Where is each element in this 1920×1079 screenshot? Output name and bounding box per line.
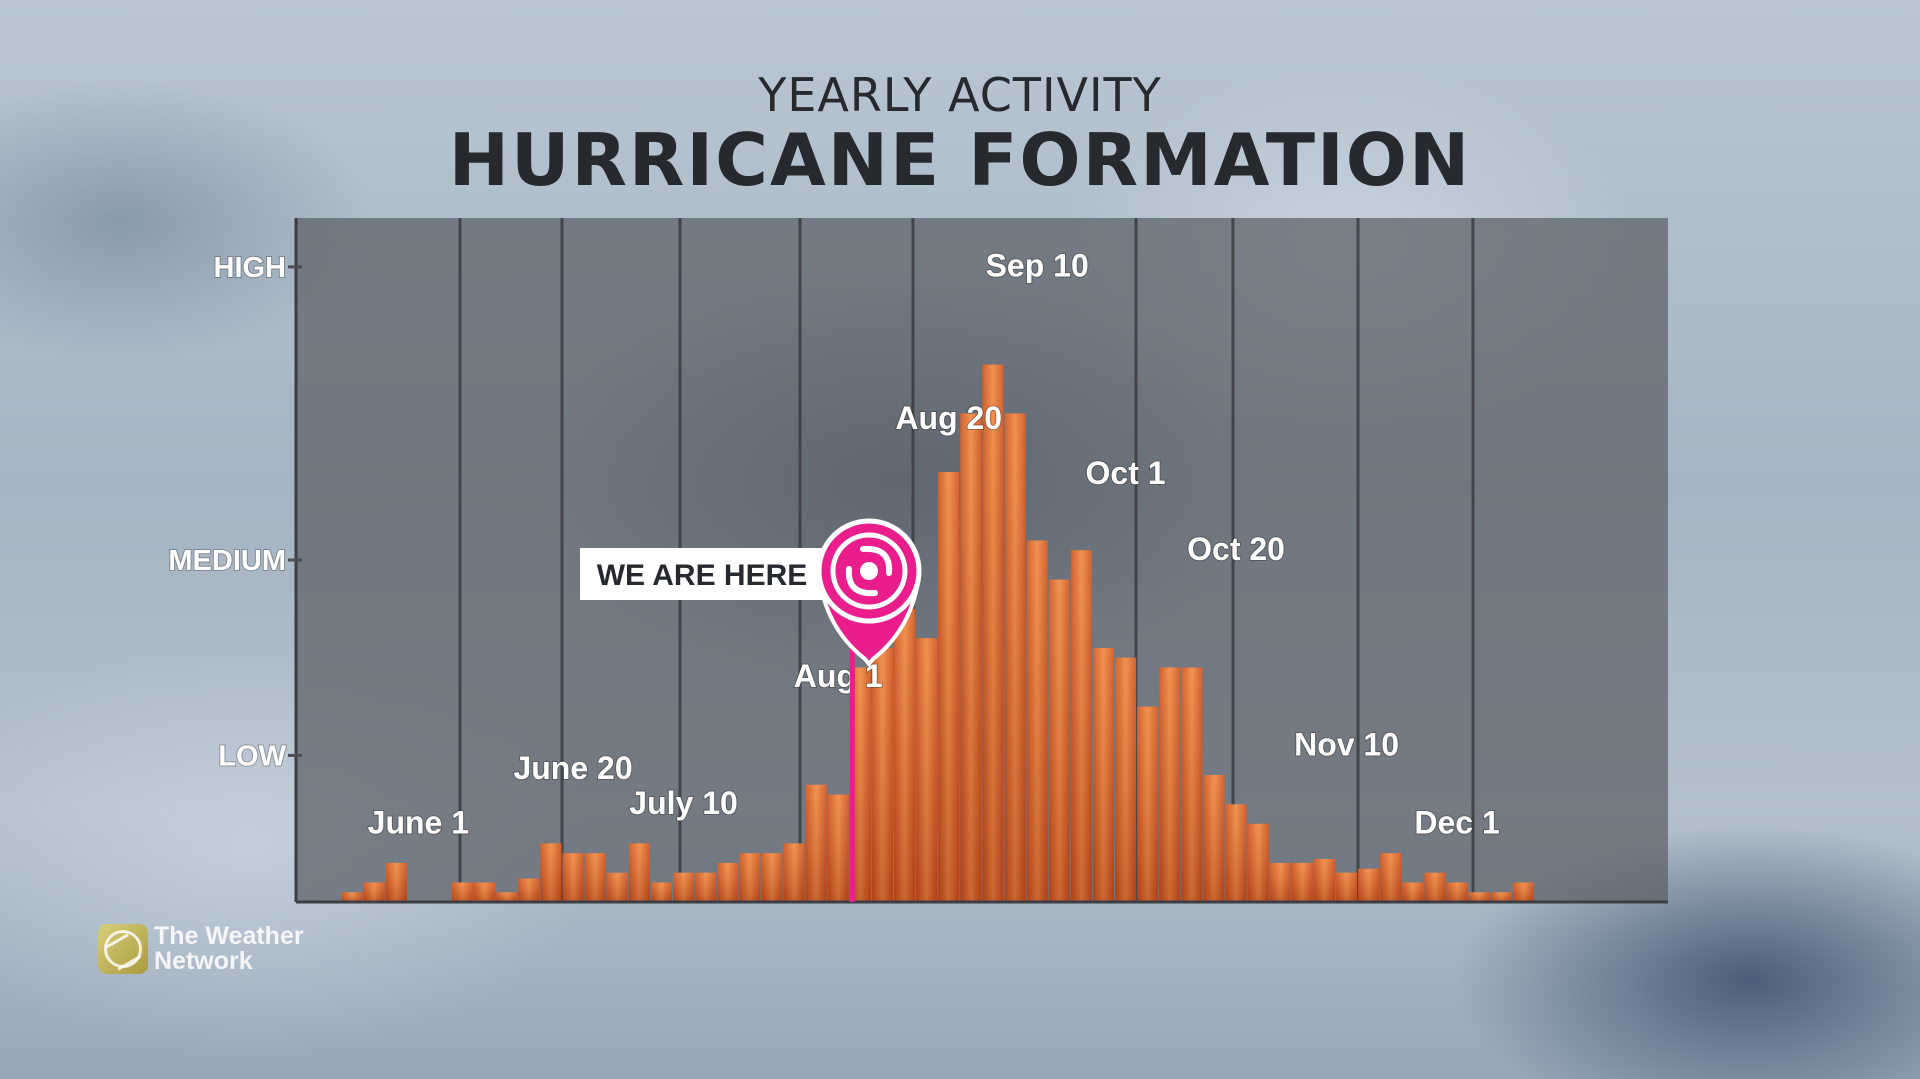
bars: [341, 364, 1534, 903]
date-label-1: June 20: [513, 750, 632, 786]
bar-shade-33: [1070, 550, 1092, 902]
bar-shade-27: [938, 472, 960, 902]
bar-shade-40: [1225, 804, 1247, 902]
bar-shade-34: [1092, 647, 1114, 902]
bar-shade-45: [1336, 872, 1358, 902]
bar-shade-13: [628, 843, 650, 902]
bar-shade-22: [827, 794, 849, 902]
y-tick-label-low: LOW: [218, 740, 286, 772]
bar-shade-37: [1159, 667, 1181, 902]
y-tick-label-medium: MEDIUM: [168, 545, 286, 577]
date-label-6: Oct 1: [1086, 455, 1166, 491]
axes: HIGH MEDIUM LOW: [167, 218, 1668, 904]
bar-shade-51: [1468, 892, 1490, 902]
hurricane-icon: [845, 545, 893, 597]
date-label-2: July 10: [629, 785, 738, 821]
bar-shade-48: [1402, 882, 1424, 902]
bar-shade-15: [673, 872, 695, 902]
bar-shade-7: [496, 892, 518, 902]
y-tick-label-high: HIGH: [214, 252, 287, 284]
logo-line2: Network: [154, 947, 253, 975]
bar-shade-21: [805, 784, 827, 902]
marker-label-box: [580, 548, 830, 600]
date-label-4: Aug 20: [895, 400, 1002, 436]
bar-shade-17: [717, 862, 739, 902]
bar-shade-20: [783, 843, 805, 902]
bar-shade-52: [1490, 892, 1512, 902]
bar-shade-16: [695, 872, 717, 902]
bar-shade-9: [540, 843, 562, 902]
bar-shade-19: [761, 853, 783, 902]
bar-shade-18: [739, 853, 761, 902]
date-label-9: Dec 1: [1414, 805, 1499, 841]
bar-shade-47: [1380, 853, 1402, 902]
plot-area: [296, 218, 1668, 902]
bar-shade-10: [562, 853, 584, 902]
bar-shade-2: [385, 862, 407, 902]
bar-shade-23: [849, 667, 871, 902]
date-label-0: June 1: [368, 805, 469, 841]
hurricane-eye: [860, 562, 878, 580]
we-are-here-marker: WE ARE HERE: [580, 518, 922, 902]
bar-shade-8: [518, 878, 540, 902]
bar-shade-53: [1512, 882, 1534, 902]
bar-shade-39: [1203, 774, 1225, 902]
date-label-7: Oct 20: [1187, 531, 1285, 567]
bar-shade-26: [916, 638, 938, 902]
bar-shade-43: [1291, 862, 1313, 902]
bar-shade-12: [606, 872, 628, 902]
date-label-5: Sep 10: [986, 248, 1089, 284]
bar-shade-46: [1358, 868, 1380, 902]
chart-title: HURRICANE FORMATION: [448, 118, 1472, 202]
bar-shade-41: [1247, 823, 1269, 902]
globe-icon: [98, 924, 148, 974]
weather-network-logo: The Weather Network: [98, 921, 328, 977]
bar-shade-42: [1269, 862, 1291, 902]
bar-shade-28: [960, 413, 982, 902]
marker-label: WE ARE HERE: [597, 559, 808, 592]
bar-shade-31: [1026, 540, 1048, 902]
bar-shade-38: [1181, 667, 1203, 902]
bar-shade-35: [1115, 657, 1137, 902]
bar-shade-5: [452, 882, 474, 902]
bar-shade-44: [1313, 859, 1335, 902]
chart-subtitle: YEARLY ACTIVITY: [758, 68, 1162, 122]
bar-shade-32: [1048, 579, 1070, 902]
bar-shade-30: [1004, 413, 1026, 902]
date-label-8: Nov 10: [1294, 726, 1399, 762]
bar-shade-24: [871, 647, 893, 902]
bar-shade-50: [1446, 882, 1468, 902]
bar-shade-36: [1137, 706, 1159, 902]
bar-shade-6: [474, 882, 496, 902]
bar-shade-29: [982, 364, 1004, 903]
bar-shade-14: [650, 882, 672, 902]
bar-shade-11: [584, 853, 606, 902]
bar-shade-49: [1424, 872, 1446, 902]
marker-ring: [830, 532, 908, 610]
bar-shade-25: [894, 608, 916, 902]
bar-shade-1: [363, 882, 385, 902]
bar-shade-0: [341, 892, 363, 902]
logo-line1: The Weather: [154, 922, 304, 950]
